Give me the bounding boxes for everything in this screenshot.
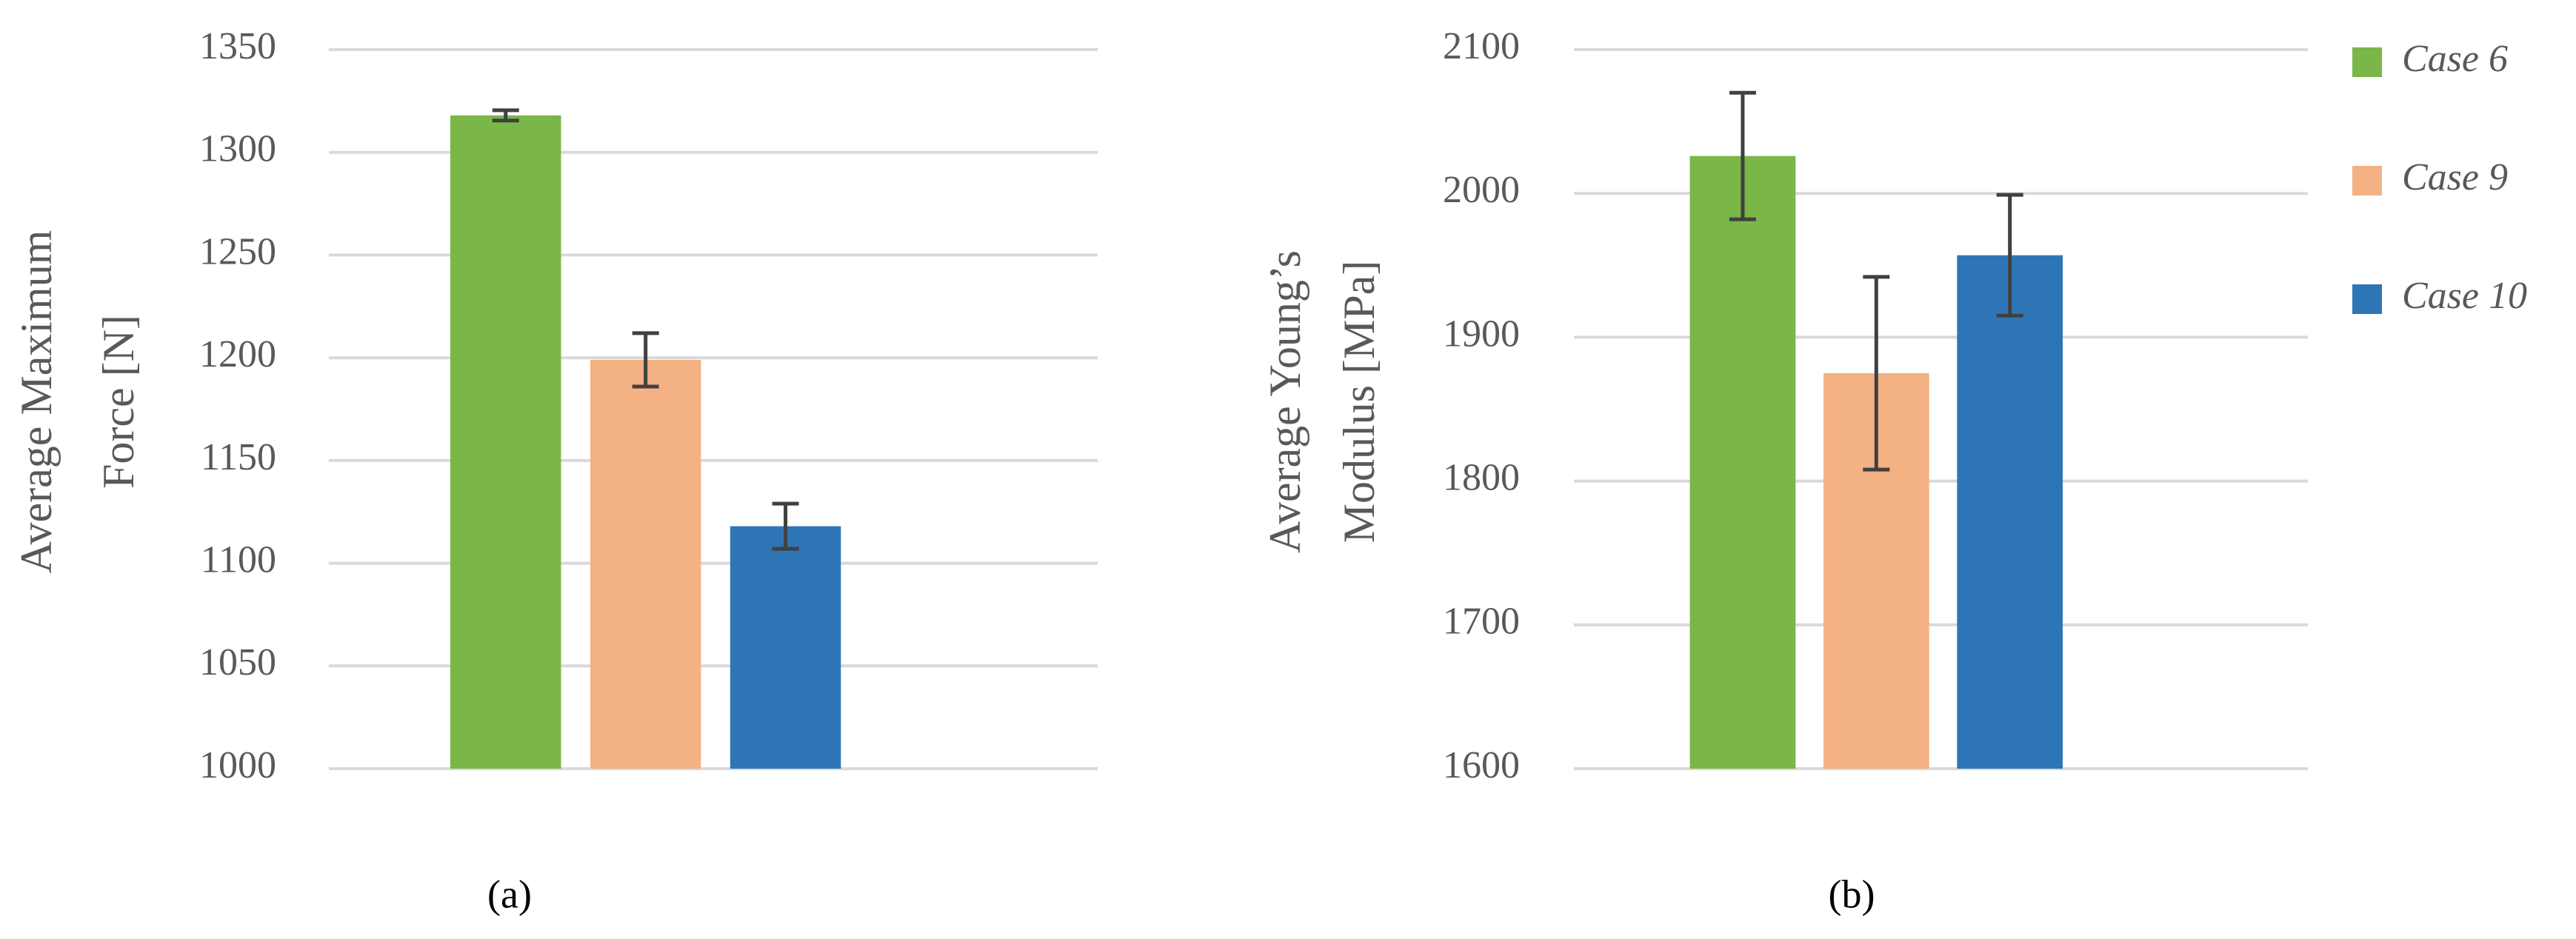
error-bar	[772, 501, 799, 551]
y-tick-label: 1700	[1443, 601, 1520, 643]
y-axis-label: Force [N]	[94, 315, 143, 489]
legend-swatch	[2352, 47, 2382, 77]
y-axis-label: Modulus [MPa]	[1335, 261, 1384, 544]
y-tick-label: 1600	[1443, 744, 1520, 786]
y-tick-label: 1350	[199, 25, 276, 67]
y-axis-label: Average Young’s	[1261, 250, 1309, 553]
error-bar	[1729, 90, 1756, 221]
legend-swatch	[2352, 166, 2382, 196]
bar	[590, 359, 701, 769]
legend-label: Case 9	[2402, 156, 2508, 198]
y-tick-label: 2100	[1443, 25, 1520, 67]
y-tick-label: 1250	[199, 230, 276, 273]
y-tick-label: 1000	[199, 744, 276, 786]
error-bar	[632, 331, 659, 389]
y-tick-label: 1800	[1443, 457, 1520, 499]
y-tick-label: 1900	[1443, 313, 1520, 355]
error-bar	[1996, 193, 2023, 318]
y-tick-label: 2000	[1443, 169, 1520, 211]
y-tick-label: 1150	[201, 436, 276, 478]
bar	[1689, 156, 1796, 769]
y-tick-label: 1100	[201, 539, 276, 581]
y-tick-label: 1200	[199, 333, 276, 375]
legend-label: Case 10	[2402, 275, 2527, 317]
error-bar	[1863, 275, 1890, 472]
error-bar	[492, 108, 519, 123]
y-tick-label: 1300	[199, 128, 276, 170]
bar	[730, 526, 841, 769]
panel-label: (a)	[487, 872, 532, 916]
y-tick-label: 1050	[199, 641, 276, 684]
bar	[450, 115, 561, 769]
panel-label: (b)	[1829, 872, 1875, 916]
bar	[1957, 255, 2063, 769]
legend-swatch	[2352, 284, 2382, 314]
legend-label: Case 6	[2402, 38, 2508, 80]
y-axis-label: Average Maximum	[12, 230, 61, 574]
